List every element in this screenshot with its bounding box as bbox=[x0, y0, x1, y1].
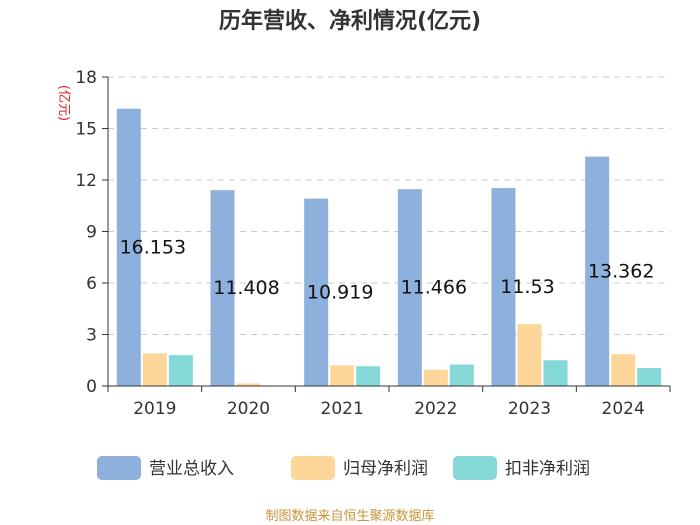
legend-label: 营业总收入 bbox=[149, 459, 234, 479]
bar-net-profit bbox=[142, 353, 167, 386]
data-labels: 16.153 11.408 10.919 11.466 11.53 13.362 bbox=[120, 236, 655, 303]
bar-revenue bbox=[397, 189, 422, 386]
y-tick-label: 0 bbox=[86, 377, 97, 397]
y-tick-label: 6 bbox=[86, 274, 97, 294]
bar-deducted-net-profit bbox=[356, 366, 381, 386]
x-tick-label: 2019 bbox=[133, 399, 176, 419]
legend-label: 扣非净利润 bbox=[505, 459, 590, 479]
y-tick-label: 9 bbox=[86, 223, 97, 243]
data-label: 13.362 bbox=[588, 260, 654, 282]
source-note: 制图数据来自恒生聚源数据库 bbox=[265, 508, 434, 524]
x-tick-label: 2022 bbox=[414, 399, 457, 419]
bar-net-profit bbox=[423, 369, 448, 386]
y-tick-label: 15 bbox=[75, 120, 97, 140]
data-label: 11.408 bbox=[213, 277, 279, 299]
x-tick-label: 2021 bbox=[321, 399, 364, 419]
bar-deducted-net-profit bbox=[637, 367, 662, 386]
bar-revenue bbox=[585, 156, 610, 386]
bar-revenue bbox=[304, 198, 329, 386]
axes: 0 3 6 9 12 15 18 2019 2020 2021 2022 2023 2024 bbox=[75, 68, 671, 419]
data-label: 11.466 bbox=[401, 277, 467, 299]
data-label: 11.53 bbox=[500, 276, 554, 298]
bar-deducted-net-profit bbox=[449, 364, 474, 386]
legend-label: 归母净利润 bbox=[343, 459, 428, 479]
data-label: 10.919 bbox=[307, 281, 373, 303]
bar-revenue bbox=[491, 188, 516, 386]
legend-swatch bbox=[97, 456, 141, 480]
x-tick-label: 2020 bbox=[227, 399, 270, 419]
x-tick-label: 2023 bbox=[508, 399, 551, 419]
y-tick-label: 18 bbox=[75, 68, 97, 88]
bar-net-profit bbox=[517, 324, 542, 386]
bars bbox=[116, 108, 662, 386]
bar-deducted-net-profit bbox=[168, 355, 193, 386]
chart-title: 历年营收、净利情况(亿元) bbox=[219, 8, 481, 34]
bar-net-profit bbox=[236, 383, 261, 386]
legend: 营业总收入 归母净利润 扣非净利润 bbox=[97, 456, 590, 480]
y-tick-label: 12 bbox=[75, 171, 97, 191]
bar-revenue bbox=[116, 108, 141, 386]
legend-swatch bbox=[291, 456, 335, 480]
legend-swatch bbox=[453, 456, 497, 480]
bar-revenue bbox=[210, 190, 235, 386]
y-axis-label: (亿元) bbox=[56, 85, 71, 121]
bar-net-profit bbox=[611, 354, 636, 386]
data-label: 16.153 bbox=[120, 236, 186, 258]
bar-deducted-net-profit bbox=[543, 360, 568, 386]
x-tick-label: 2024 bbox=[602, 399, 645, 419]
bar-net-profit bbox=[330, 365, 355, 386]
y-tick-label: 3 bbox=[86, 326, 97, 346]
gridlines bbox=[108, 76, 670, 335]
